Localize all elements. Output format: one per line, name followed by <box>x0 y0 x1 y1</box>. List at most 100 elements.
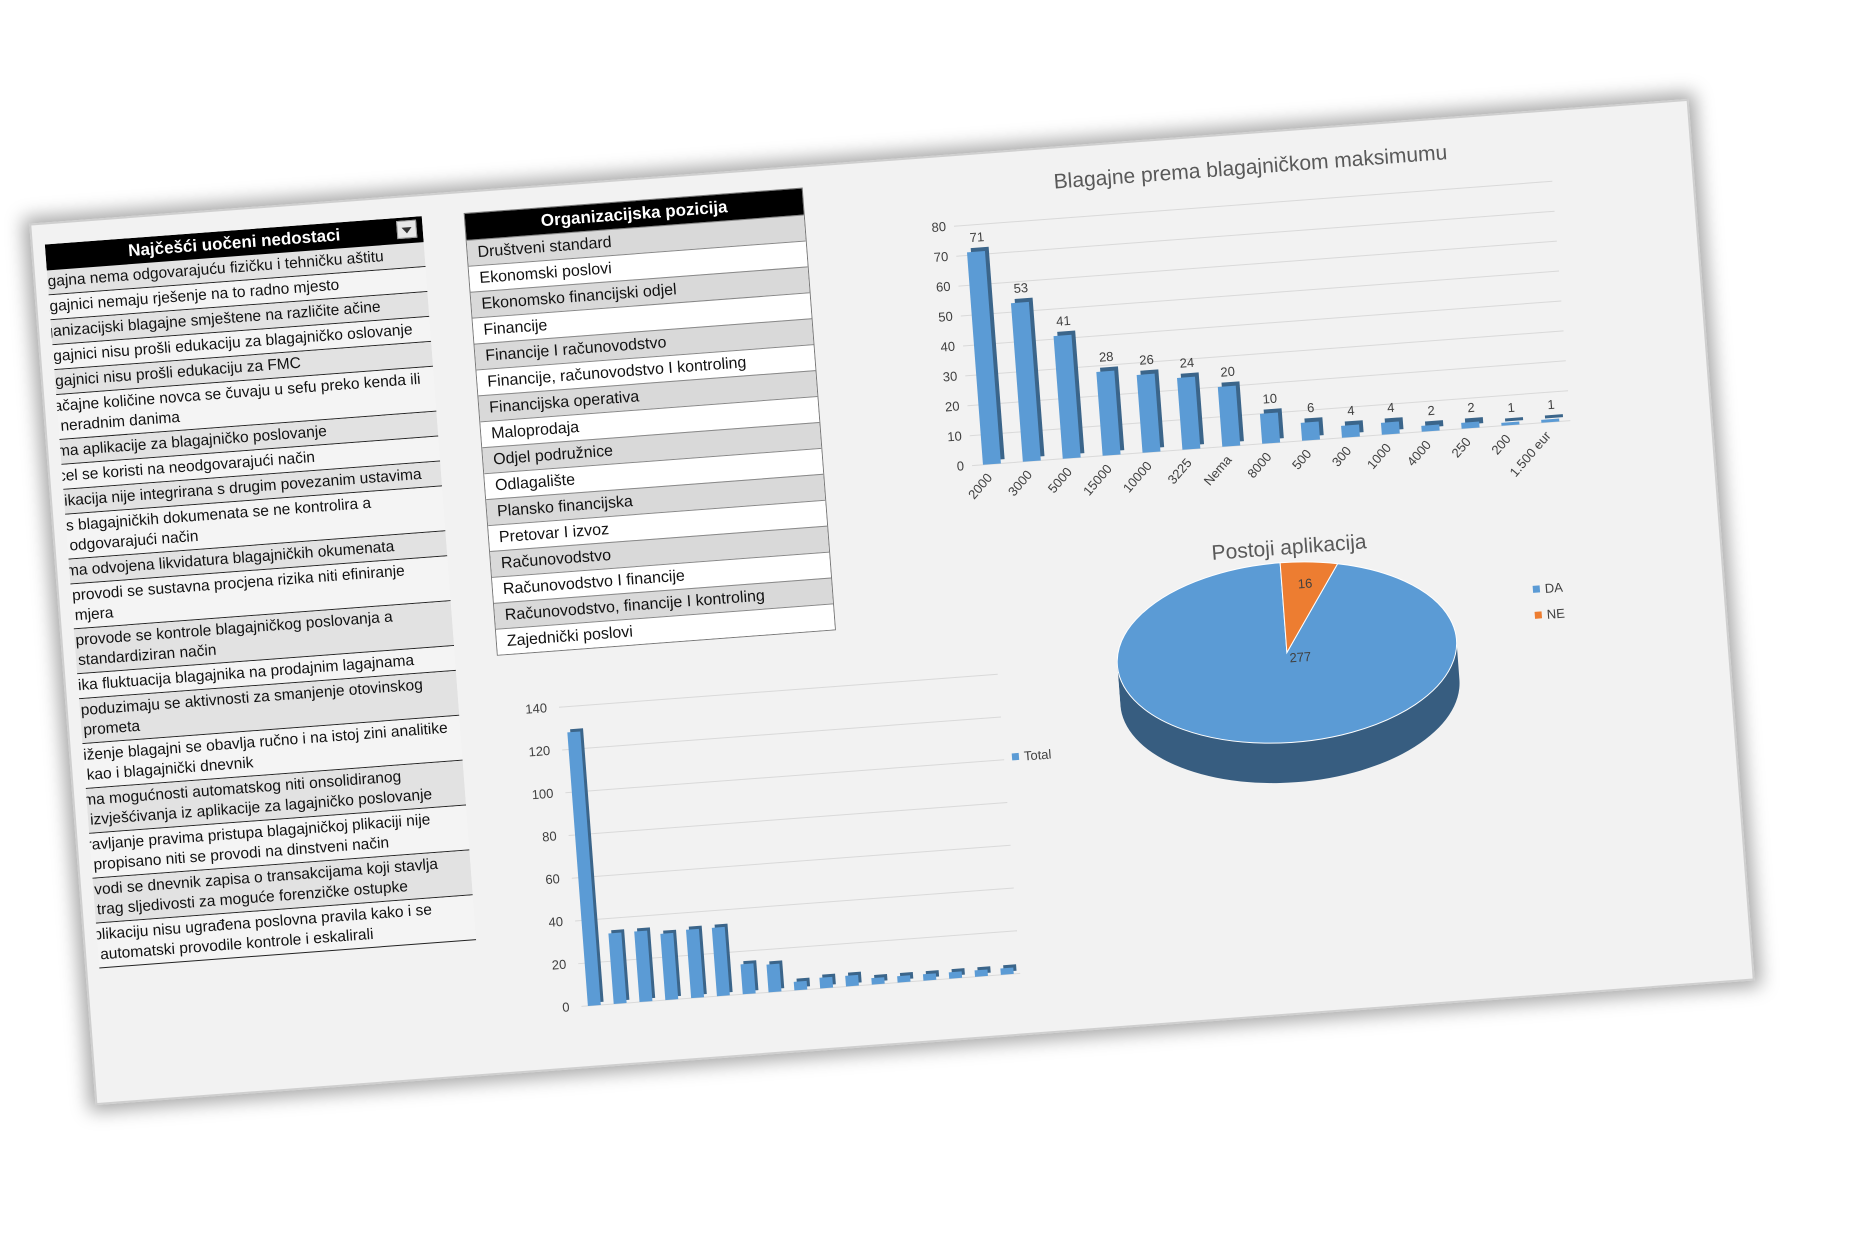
bar <box>1541 418 1560 423</box>
bar <box>922 973 937 981</box>
x-tick-label: Nema <box>1201 452 1235 489</box>
x-tick-label: 15000 <box>1080 461 1115 498</box>
gridline <box>574 887 1014 922</box>
data-label: 6 <box>1306 400 1314 416</box>
data-label: 2 <box>1467 400 1475 416</box>
x-tick-label: 2000 <box>965 470 995 502</box>
bar <box>1096 370 1121 456</box>
bar <box>974 969 988 977</box>
bar <box>1300 421 1321 441</box>
bar <box>711 926 730 997</box>
y-tick-label: 20 <box>944 398 960 414</box>
x-tick-label: 250 <box>1448 434 1474 460</box>
bar <box>608 932 627 1004</box>
x-tick-label: 1.500 eur <box>1506 428 1554 480</box>
gridline <box>960 270 1560 317</box>
bar <box>819 976 834 989</box>
x-tick-label: 3000 <box>1005 467 1035 499</box>
bar <box>1136 373 1161 453</box>
gridline <box>571 844 1011 879</box>
x-tick-label: 4000 <box>1404 437 1434 469</box>
bar <box>1217 385 1241 447</box>
data-label: 277 <box>1289 649 1312 666</box>
legend-label: Total <box>1023 746 1052 763</box>
bar-side <box>1504 417 1524 422</box>
legend-swatch <box>1532 585 1541 593</box>
legend-swatch <box>1011 752 1020 761</box>
gridline <box>562 716 1001 751</box>
data-label: 41 <box>1056 313 1072 329</box>
bar <box>1341 424 1360 438</box>
pie-chart-application[interactable]: Postoji aplikacija 277 16 DA NE <box>1108 504 1689 845</box>
bar <box>740 963 756 995</box>
data-label: 1 <box>1547 397 1555 413</box>
y-tick-label: 120 <box>528 743 551 760</box>
y-tick-label: 80 <box>931 219 947 235</box>
x-tick-label: 10000 <box>1120 458 1155 495</box>
bar <box>966 251 1001 465</box>
y-tick-label: 140 <box>525 700 548 717</box>
x-tick-label: 8000 <box>1244 449 1274 481</box>
chart-title: Postoji aplikacija <box>1211 530 1368 565</box>
data-label: 28 <box>1098 349 1114 365</box>
bar <box>1380 421 1400 435</box>
bar <box>1053 334 1081 459</box>
bar <box>871 977 885 985</box>
legend-label: NE <box>1546 606 1565 622</box>
x-tick-label: 200 <box>1488 431 1514 457</box>
bar <box>1000 967 1014 975</box>
chart-title: Blagajne prema blagajničkom maksimumu <box>1053 141 1448 194</box>
bar <box>1461 421 1480 429</box>
bar <box>634 930 653 1003</box>
issues-list: lagajna nema odgovarajuću fizičku i tehn… <box>45 242 477 969</box>
bar <box>1501 421 1520 426</box>
x-tick-label: 5000 <box>1045 464 1075 496</box>
y-tick-label: 50 <box>938 309 954 325</box>
bar <box>685 928 705 999</box>
gridline <box>958 240 1557 287</box>
data-label: 4 <box>1347 403 1355 419</box>
data-label: 71 <box>969 229 985 245</box>
x-tick-label: 500 <box>1289 446 1315 472</box>
spreadsheet-view: Najčešći uočeni nedostaci lagajna nema o… <box>29 98 1755 1106</box>
gridline <box>956 210 1555 257</box>
bar-side <box>1544 414 1564 419</box>
data-label: 2 <box>1427 403 1435 419</box>
bar <box>766 963 782 993</box>
gridline <box>568 801 1008 836</box>
bar <box>1010 301 1041 462</box>
y-tick-label: 20 <box>551 957 567 973</box>
bar <box>1421 424 1440 432</box>
y-tick-label: 40 <box>548 914 564 930</box>
y-tick-label: 40 <box>940 339 956 355</box>
bar <box>897 975 911 983</box>
org-list: Društveni standard Ekonomski poslovi Ekono… <box>466 214 835 655</box>
bar <box>793 980 808 991</box>
data-label: 4 <box>1387 400 1395 416</box>
gridline <box>565 759 1005 794</box>
bar <box>845 974 859 987</box>
bar <box>1177 376 1201 450</box>
gridline <box>558 673 998 708</box>
bar-chart-cash-limit[interactable]: Blagajne prema blagajničkom maksimumu 0 10… <box>890 120 1597 550</box>
pie-slice <box>1279 561 1339 655</box>
bar <box>567 731 601 1006</box>
legend-label: DA <box>1544 580 1563 596</box>
y-tick-label: 10 <box>947 428 963 444</box>
bar-chart-total[interactable]: 0 20 40 60 80 100 120 140 Total <box>498 650 1083 1051</box>
pie-side <box>1117 639 1460 784</box>
filter-dropdown-icon[interactable] <box>396 219 418 240</box>
y-tick-label: 0 <box>562 999 570 1015</box>
gridline <box>953 180 1553 227</box>
issues-table: Najčešći uočeni nedostaci lagajna nema o… <box>44 216 485 1083</box>
bar <box>1259 412 1281 444</box>
data-label: 16 <box>1297 576 1313 592</box>
y-tick-label: 100 <box>531 786 554 803</box>
bar <box>948 971 963 979</box>
org-position-table: Organizacijska pozicija Društveni standa… <box>463 187 836 656</box>
y-tick-label: 30 <box>942 368 958 384</box>
x-tick-label: 300 <box>1329 443 1355 469</box>
data-label: 53 <box>1013 280 1029 296</box>
data-label: 1 <box>1507 400 1515 416</box>
y-tick-label: 0 <box>956 458 964 474</box>
